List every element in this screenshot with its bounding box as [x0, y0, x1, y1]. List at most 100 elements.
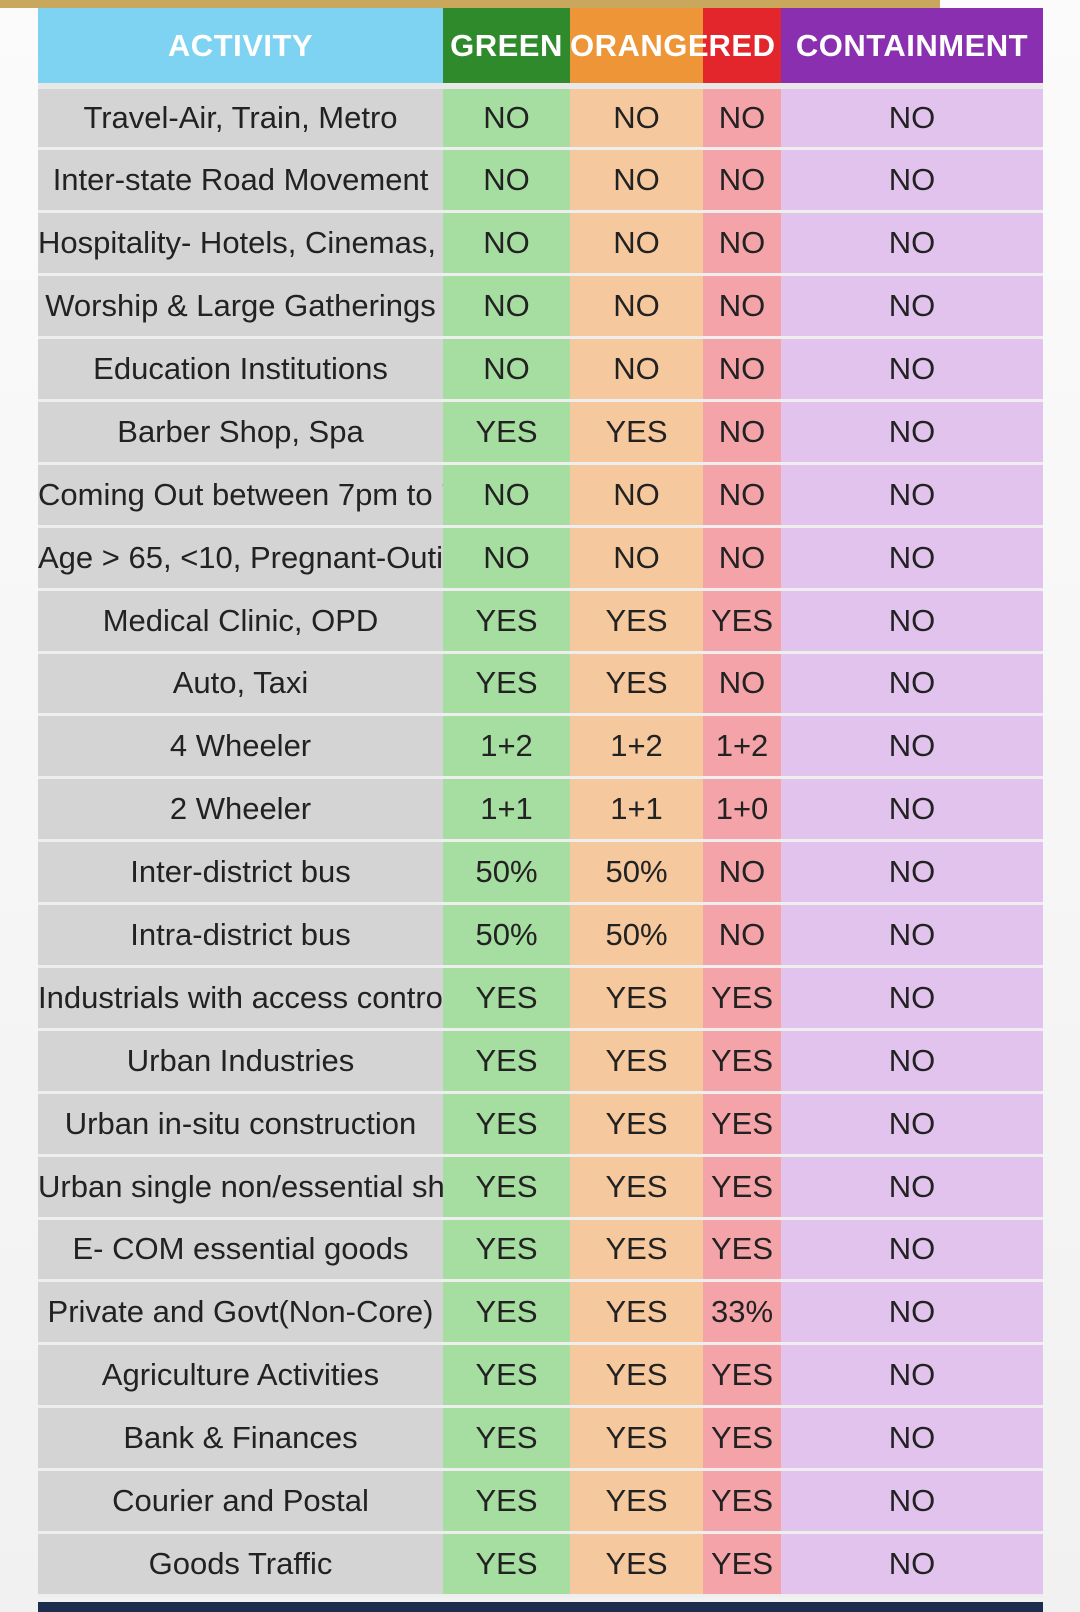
table-row: Urban in-situ construction YES YES YES NO: [38, 1092, 1043, 1157]
containment-zone-cell: NO: [781, 1218, 1043, 1283]
red-zone-cell: NO: [703, 86, 781, 151]
containment-zone-cell: NO: [781, 148, 1043, 214]
containment-zone-cell: NO: [781, 526, 1043, 591]
green-zone-cell: YES: [443, 1029, 570, 1094]
red-zone-cell: NO: [703, 400, 781, 465]
orange-zone-cell: YES: [570, 1343, 703, 1409]
containment-zone-cell: NO: [781, 1406, 1043, 1472]
table-row: 2 Wheeler 1+1 1+1 1+0 NO: [38, 777, 1043, 843]
red-zone-cell: NO: [703, 211, 781, 277]
red-zone-cell: YES: [703, 1406, 781, 1472]
activity-cell: Coming Out between 7pm to 7 am: [38, 463, 443, 528]
orange-zone-cell: YES: [570, 1406, 703, 1472]
orange-zone-cell: YES: [570, 1280, 703, 1346]
header-red-zone: RED: [703, 8, 781, 89]
orange-zone-cell: YES: [570, 589, 703, 654]
table-row: Inter-district bus 50% 50% NO NO: [38, 840, 1043, 906]
green-zone-cell: YES: [443, 1469, 570, 1534]
orange-zone-cell: NO: [570, 526, 703, 591]
red-zone-cell: 1+0: [703, 777, 781, 843]
table-row: Education Institutions NO NO NO NO: [38, 337, 1043, 402]
orange-zone-cell: NO: [570, 211, 703, 277]
green-zone-cell: YES: [443, 1280, 570, 1346]
red-zone-cell: 33%: [703, 1280, 781, 1346]
containment-zone-cell: NO: [781, 1092, 1043, 1157]
activity-cell: Barber Shop, Spa: [38, 400, 443, 465]
containment-zone-cell: NO: [781, 652, 1043, 717]
green-zone-cell: YES: [443, 1155, 570, 1220]
activity-cell: Private and Govt(Non-Core): [38, 1280, 443, 1346]
table-row: 4 Wheeler 1+2 1+2 1+2 NO: [38, 714, 1043, 780]
table-row: Hospitality- Hotels, Cinemas, MallsNONON…: [38, 211, 1043, 277]
orange-zone-cell: NO: [570, 86, 703, 151]
bottom-bar: [38, 1602, 1043, 1612]
green-zone-cell: NO: [443, 337, 570, 402]
green-zone-cell: 1+1: [443, 777, 570, 843]
table-row: Industrials with access control YES YES YES…: [38, 966, 1043, 1031]
orange-zone-cell: YES: [570, 652, 703, 717]
table-row: Intra-district bus 50% 50% NO NO: [38, 903, 1043, 968]
activity-cell: Courier and Postal: [38, 1469, 443, 1534]
activity-cell: Industrials with access control: [38, 966, 443, 1031]
table-row: Courier and Postal YES YES YES NO: [38, 1469, 1043, 1534]
orange-zone-cell: 50%: [570, 840, 703, 906]
red-zone-cell: YES: [703, 1218, 781, 1283]
activity-cell: 4 Wheeler: [38, 714, 443, 780]
orange-zone-cell: 1+2: [570, 714, 703, 780]
containment-zone-cell: NO: [781, 777, 1043, 843]
orange-zone-cell: YES: [570, 1469, 703, 1534]
containment-zone-cell: NO: [781, 966, 1043, 1031]
table-row: Travel-Air, Train, Metro NO NO NO NO: [38, 86, 1043, 151]
containment-zone-cell: NO: [781, 903, 1043, 968]
red-zone-cell: YES: [703, 966, 781, 1031]
orange-zone-cell: NO: [570, 463, 703, 528]
red-zone-cell: NO: [703, 274, 781, 340]
containment-zone-cell: NO: [781, 1343, 1043, 1409]
activity-cell: Age > 65, <10, Pregnant-Outing: [38, 526, 443, 591]
containment-zone-cell: NO: [781, 840, 1043, 906]
red-zone-cell: YES: [703, 1343, 781, 1409]
activity-cell: E- COM essential goods: [38, 1218, 443, 1283]
table-row: Barber Shop, Spa YES YES NO NO: [38, 400, 1043, 465]
containment-zone-cell: NO: [781, 1029, 1043, 1094]
green-zone-cell: NO: [443, 526, 570, 591]
activity-cell: Travel-Air, Train, Metro: [38, 86, 443, 151]
top-accent-bar: [0, 0, 940, 8]
zone-activity-table: ACTIVITY GREEN ORANGE RED CONTAINMENT Tr…: [38, 8, 1043, 1597]
activity-cell: Worship & Large Gatherings: [38, 274, 443, 340]
red-zone-cell: 1+2: [703, 714, 781, 780]
activity-cell: Auto, Taxi: [38, 652, 443, 717]
header-green-zone: GREEN: [443, 8, 570, 89]
red-zone-cell: NO: [703, 148, 781, 214]
green-zone-cell: YES: [443, 652, 570, 717]
red-zone-cell: NO: [703, 652, 781, 717]
activity-cell: Urban Industries: [38, 1029, 443, 1094]
red-zone-cell: YES: [703, 1092, 781, 1157]
green-zone-cell: NO: [443, 211, 570, 277]
red-zone-cell: YES: [703, 1029, 781, 1094]
activity-cell: Inter-state Road Movement: [38, 148, 443, 214]
red-zone-cell: YES: [703, 1532, 781, 1597]
containment-zone-cell: NO: [781, 589, 1043, 654]
red-zone-cell: YES: [703, 1469, 781, 1534]
green-zone-cell: 1+2: [443, 714, 570, 780]
containment-zone-cell: NO: [781, 1532, 1043, 1597]
activity-cell: Bank & Finances: [38, 1406, 443, 1472]
red-zone-cell: YES: [703, 1155, 781, 1220]
table-body: Travel-Air, Train, Metro NO NO NO NO Inter-st…: [38, 86, 1043, 1597]
orange-zone-cell: 50%: [570, 903, 703, 968]
red-zone-cell: NO: [703, 337, 781, 402]
table-row: Inter-state Road Movement NO NO NO NO: [38, 148, 1043, 214]
red-zone-cell: NO: [703, 903, 781, 968]
table-row: Agriculture Activities YES YES YES NO: [38, 1343, 1043, 1409]
green-zone-cell: YES: [443, 966, 570, 1031]
green-zone-cell: YES: [443, 1343, 570, 1409]
table-row: Age > 65, <10, Pregnant-Outing NO NO NO NO: [38, 526, 1043, 591]
table-row: Medical Clinic, OPD YES YES YES NO: [38, 589, 1043, 654]
red-zone-cell: NO: [703, 526, 781, 591]
containment-zone-cell: NO: [781, 211, 1043, 277]
activity-cell: Intra-district bus: [38, 903, 443, 968]
green-zone-cell: YES: [443, 1532, 570, 1597]
green-zone-cell: NO: [443, 148, 570, 214]
green-zone-cell: NO: [443, 86, 570, 151]
